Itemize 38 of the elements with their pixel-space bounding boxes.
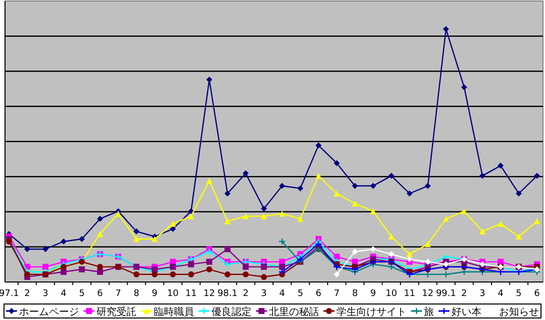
x-tick-label: 3 [261, 289, 267, 299]
x-tick-label: 7 [334, 289, 340, 299]
x-tick-label: 98.1 [217, 289, 238, 299]
legend-label: 優良認定 [212, 306, 252, 318]
x-tick-label: 8 [352, 289, 358, 299]
text: お知らせ [499, 307, 539, 318]
x-tick-label: 2 [461, 289, 468, 299]
x-tick-label: 10 [167, 289, 179, 299]
x-tick-label: 2 [242, 289, 249, 299]
x-tick-label: 11 [185, 289, 197, 299]
legend-label: 臨時職員 [154, 306, 194, 318]
x-tick-label: 6 [534, 289, 540, 299]
x-tick-label: 4 [498, 289, 504, 299]
x-tick-label: 12 [204, 289, 215, 299]
legend-label: ホームページ [19, 307, 79, 318]
x-tick-label: 4 [279, 289, 286, 299]
x-tick-label: 4 [60, 289, 67, 299]
x-tick-label: 10 [386, 289, 398, 299]
x-tick-label: 9 [370, 289, 376, 299]
x-tick-label: 5 [297, 289, 304, 299]
x-tick-label: 8 [134, 289, 140, 299]
x-tick-label: 12 [422, 289, 434, 299]
x-tick-label: 11 [404, 289, 416, 299]
x-tick-label: 7 [115, 289, 122, 299]
x-tick-label: 6 [97, 289, 104, 299]
legend-label: 好い本 [452, 306, 482, 318]
legend-label: 旅 [424, 306, 434, 318]
x-tick-label: 99.1 [436, 289, 456, 299]
x-tick-label: 3 [480, 289, 486, 299]
x-tick-label: 6 [316, 289, 322, 299]
x-tick-label: 9 [152, 289, 158, 299]
legend-label: 研究受託 [96, 306, 136, 318]
x-tick-label: 2 [24, 289, 30, 299]
x-tick-label: 3 [42, 289, 48, 299]
x-tick-label: 5 [78, 289, 85, 299]
x-tick-label: 5 [516, 289, 522, 299]
legend-label: 北里の秘話 [269, 306, 319, 318]
legend-label: 学生向けサイト [336, 306, 406, 318]
